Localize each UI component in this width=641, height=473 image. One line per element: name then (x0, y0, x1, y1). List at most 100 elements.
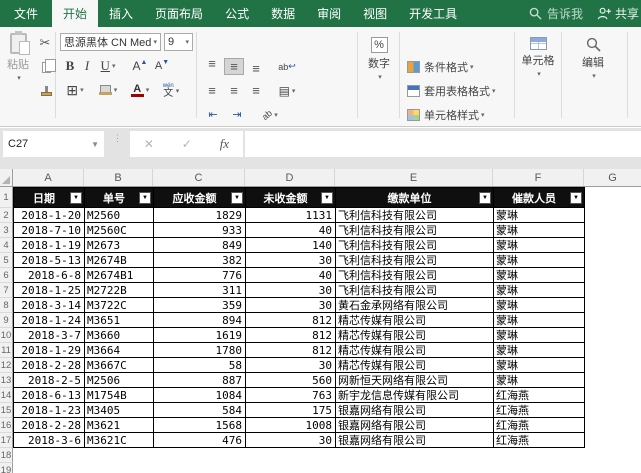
cell[interactable]: M3405 (85, 403, 154, 418)
cell[interactable]: 2018-3-6 (14, 433, 85, 448)
cell[interactable]: M3660 (85, 328, 154, 343)
tab-视图[interactable]: 视图 (363, 7, 388, 21)
cell[interactable]: M3667C (85, 358, 154, 373)
cell[interactable]: 476 (154, 433, 246, 448)
filter-dropdown-icon[interactable]: ▼ (321, 192, 333, 204)
cell[interactable]: 30 (246, 283, 336, 298)
cell[interactable]: 311 (154, 283, 246, 298)
cells-group-button[interactable]: 单元格 ▾ (516, 37, 560, 78)
cell[interactable]: 飞利信科技有限公司 (336, 223, 494, 238)
grow-font-button[interactable]: A ▲ (132, 58, 148, 74)
column-header-A[interactable]: A (13, 169, 84, 186)
cell[interactable]: 蒙琳 (494, 283, 585, 298)
increase-indent-button[interactable]: ⇥ (226, 106, 248, 123)
row-header-17[interactable]: 17 (0, 433, 13, 448)
format-as-table-button[interactable]: 套用表格格式 ▾ (407, 83, 496, 99)
cell[interactable]: 1780 (154, 343, 246, 358)
align-top-button[interactable]: ≡ (208, 56, 216, 71)
cell[interactable]: 30 (246, 298, 336, 313)
row-header-5[interactable]: 5 (0, 253, 13, 268)
cell[interactable]: 2018-6-8 (14, 268, 85, 283)
cell[interactable]: 2018-5-13 (14, 253, 85, 268)
cell[interactable]: 763 (246, 388, 336, 403)
cell[interactable]: 蒙琳 (494, 238, 585, 253)
cell[interactable]: M3651 (85, 313, 154, 328)
cell[interactable]: 140 (246, 238, 336, 253)
row-header-12[interactable]: 12 (0, 358, 13, 373)
font-name-combobox[interactable]: 思源黑体 CN Med ▾ (60, 33, 161, 51)
borders-button[interactable]: ⊞ ▾ (66, 81, 84, 98)
cell[interactable]: M3621C (85, 433, 154, 448)
cell[interactable]: 精芯传媒有限公司 (336, 358, 494, 373)
header-cell-应收金额[interactable]: 应收金额 ▼ (154, 188, 246, 208)
cell[interactable]: 776 (154, 268, 246, 283)
cell[interactable]: M3722C (85, 298, 154, 313)
header-cell-单号[interactable]: 单号 ▼ (85, 188, 154, 208)
cell[interactable]: 2018-2-28 (14, 418, 85, 433)
fill-color-button[interactable]: ▾ (94, 81, 122, 99)
tell-me-button[interactable]: 告诉我 (529, 5, 583, 22)
cell[interactable]: 2018-2-28 (14, 358, 85, 373)
italic-button[interactable]: I (80, 57, 94, 75)
column-header-C[interactable]: C (153, 169, 245, 186)
cell[interactable]: 40 (246, 268, 336, 283)
cell-styles-button[interactable]: 单元格样式 ▾ (407, 107, 485, 123)
insert-function-icon[interactable]: fx (219, 136, 230, 151)
formula-input[interactable] (245, 131, 641, 157)
cell[interactable]: 2018-1-29 (14, 343, 85, 358)
cell[interactable]: 1084 (154, 388, 246, 403)
cell[interactable]: 2018-3-14 (14, 298, 85, 313)
row-header-1[interactable]: 1 (0, 187, 13, 208)
cell[interactable]: 蒙琳 (494, 268, 585, 283)
header-cell-缴款单位[interactable]: 缴款单位 ▼ (336, 188, 494, 208)
cell[interactable]: M2560 (85, 208, 154, 223)
cell[interactable]: M2722B (85, 283, 154, 298)
cell[interactable]: 飞利信科技有限公司 (336, 268, 494, 283)
conditional-formatting-button[interactable]: 条件格式 ▾ (407, 59, 474, 75)
row-header-7[interactable]: 7 (0, 283, 13, 298)
cell[interactable]: 精芯传媒有限公司 (336, 328, 494, 343)
cell[interactable]: 蒙琳 (494, 343, 585, 358)
tab-页面布局[interactable]: 页面布局 (155, 7, 204, 21)
select-all-corner[interactable] (0, 169, 13, 186)
row-header-8[interactable]: 8 (0, 298, 13, 313)
cell[interactable]: 红海燕 (494, 403, 585, 418)
number-group-button[interactable]: % 数字 ▾ (361, 37, 397, 81)
phonetic-guide-button[interactable]: wén 文 ▾ (162, 83, 180, 99)
row-header-11[interactable]: 11 (0, 343, 13, 358)
cell[interactable]: 红海燕 (494, 388, 585, 403)
cell[interactable]: 精芯传媒有限公司 (336, 343, 494, 358)
bold-button[interactable]: B (62, 57, 78, 75)
cell[interactable]: 银嘉网络有限公司 (336, 433, 494, 448)
cell[interactable]: 飞利信科技有限公司 (336, 283, 494, 298)
align-bottom-button[interactable]: ≡ (252, 61, 260, 76)
cell[interactable]: M2560C (85, 223, 154, 238)
row-header-18[interactable]: 18 (0, 448, 13, 463)
row-header-4[interactable]: 4 (0, 238, 13, 253)
cancel-icon[interactable]: ✕ (143, 137, 154, 151)
cell[interactable]: 蒙琳 (494, 208, 585, 223)
filter-dropdown-icon[interactable]: ▼ (479, 192, 491, 204)
cell[interactable]: 飞利信科技有限公司 (336, 238, 494, 253)
cell[interactable]: M2674B1 (85, 268, 154, 283)
cell[interactable]: 812 (246, 328, 336, 343)
cell[interactable]: 蒙琳 (494, 313, 585, 328)
orientation-button[interactable]: ab ▾ (260, 107, 278, 122)
decrease-indent-button[interactable]: ⇤ (202, 106, 224, 123)
cell[interactable]: 银嘉网络有限公司 (336, 403, 494, 418)
row-header-9[interactable]: 9 (0, 313, 13, 328)
cell[interactable]: 58 (154, 358, 246, 373)
column-header-G[interactable]: G (608, 171, 617, 184)
cell[interactable]: 2018-1-19 (14, 238, 85, 253)
cell[interactable]: 新宇龙信息传媒有限公司 (336, 388, 494, 403)
cell[interactable]: 849 (154, 238, 246, 253)
cell[interactable]: 30 (246, 433, 336, 448)
row-header-14[interactable]: 14 (0, 388, 13, 403)
header-cell-日期[interactable]: 日期 ▼ (14, 188, 85, 208)
filter-dropdown-icon[interactable]: ▼ (570, 192, 582, 204)
cell[interactable]: 飞利信科技有限公司 (336, 208, 494, 223)
filter-dropdown-icon[interactable]: ▼ (231, 192, 243, 204)
cell[interactable]: M3621 (85, 418, 154, 433)
cell[interactable]: 精芯传媒有限公司 (336, 313, 494, 328)
cell[interactable]: 红海燕 (494, 433, 585, 448)
